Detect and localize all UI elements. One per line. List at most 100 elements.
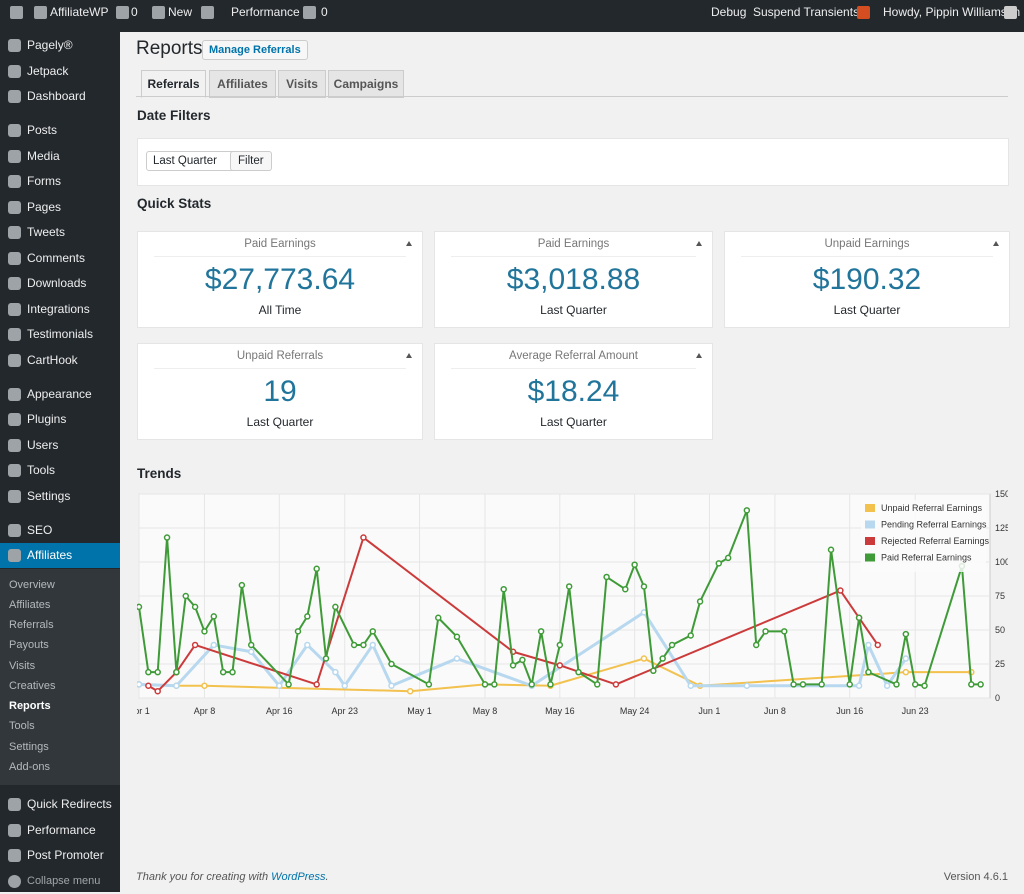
menu-item[interactable]: Dashboard (0, 84, 120, 109)
menu-icon (8, 200, 21, 214)
y-tick-label: 0 (995, 693, 1000, 703)
menu-item[interactable]: SEO (0, 518, 120, 543)
menu-item[interactable]: Performance (0, 818, 120, 843)
collapse-arrow[interactable] (696, 241, 702, 246)
menu-label: SEO (27, 522, 53, 537)
footer-link[interactable]: WordPress (271, 871, 326, 883)
menu-icon (8, 90, 21, 103)
menu-item[interactable]: Users (0, 433, 120, 458)
data-point (229, 668, 236, 676)
menu-item[interactable]: Tweets (0, 220, 120, 245)
menu-item[interactable]: CartHook (0, 348, 120, 373)
tab[interactable]: Campaigns (328, 70, 404, 98)
menu-item[interactable]: Quick Redirects (0, 792, 120, 817)
data-point (191, 603, 199, 611)
menu-item[interactable]: Media (0, 144, 120, 169)
submenu-item[interactable]: Creatives (9, 679, 56, 692)
y-tick-label: 50 (995, 625, 1005, 635)
admin-bar: AffiliateWP 0 New Performance 0 Debug Suspend … (0, 0, 1024, 32)
collapse-arrow[interactable] (406, 353, 412, 358)
menu-item[interactable]: Pages (0, 195, 120, 220)
menu-item[interactable]: Posts (0, 118, 120, 143)
data-point (640, 583, 648, 590)
data-point (369, 641, 377, 649)
submenu-item[interactable]: Add-ons (9, 760, 50, 773)
admin-bar-item[interactable]: Performance (231, 5, 300, 19)
menu-item[interactable]: Pagely® (0, 33, 120, 58)
collapse-arrow[interactable] (993, 241, 999, 246)
data-point (388, 660, 395, 668)
data-point (137, 603, 143, 611)
menu-item[interactable]: Collapse menu (0, 869, 120, 894)
divider (451, 368, 696, 369)
submenu-item[interactable]: Visits (9, 659, 36, 672)
admin-bar-item[interactable]: 0 (131, 5, 138, 19)
menu-item[interactable]: Jetpack (0, 59, 120, 84)
data-point (201, 682, 208, 690)
menu-item[interactable]: Affiliates (0, 543, 120, 568)
data-point (612, 681, 620, 688)
collapse-arrow[interactable] (406, 241, 412, 246)
data-point (304, 613, 311, 620)
admin-bar-item[interactable]: Debug (711, 5, 747, 19)
stat-value: $190.32 (812, 263, 922, 296)
menu-label: Users (27, 437, 59, 452)
x-tick-label: Jun 8 (764, 706, 786, 716)
admin-bar-item[interactable]: Howdy, Pippin Williamson (883, 5, 1021, 19)
data-point (453, 655, 461, 662)
filter-button[interactable]: Filter (230, 151, 272, 171)
admin-bar-icon (10, 6, 23, 19)
data-point (481, 681, 489, 688)
data-point (247, 648, 255, 656)
data-point (453, 633, 461, 641)
submenu-item[interactable]: Affiliates (9, 598, 51, 611)
y-tick-label: 100 (995, 557, 1008, 567)
tab[interactable]: Affiliates (209, 70, 276, 98)
legend-swatch (865, 537, 875, 545)
data-point (313, 565, 320, 573)
data-point (406, 687, 414, 695)
menu-icon (8, 124, 21, 137)
menu-item[interactable]: Post Promoter (0, 843, 120, 868)
submenu-item[interactable]: Overview (9, 578, 55, 591)
admin-bar-icon (116, 6, 129, 19)
manage-referrals-button[interactable]: Manage Referrals (202, 40, 308, 60)
menu-item[interactable]: Settings (0, 484, 120, 509)
submenu-item[interactable]: Settings (9, 740, 49, 753)
menu-label: Pages (27, 199, 62, 214)
tab[interactable]: Visits (278, 70, 326, 98)
date-select[interactable]: Last Quarter (146, 151, 242, 171)
submenu-item[interactable]: Referrals (9, 619, 54, 631)
menu-item[interactable]: Tools (0, 458, 120, 483)
data-point (631, 561, 638, 568)
data-point (332, 603, 339, 611)
admin-bar-item[interactable]: 0 (321, 5, 328, 19)
submenu-item[interactable]: Reports (9, 700, 51, 712)
menu-item[interactable]: Testimonials (0, 322, 120, 347)
menu-icon (8, 251, 21, 265)
stat-label: Last Quarter (833, 303, 901, 317)
data-point (182, 592, 190, 600)
menu-icon (8, 549, 21, 562)
divider (154, 256, 406, 257)
menu-item[interactable]: Plugins (0, 407, 120, 432)
menu-item[interactable]: Downloads (0, 271, 120, 296)
submenu-item[interactable]: Payouts (9, 639, 49, 652)
data-point (154, 668, 161, 676)
menu-item[interactable]: Integrations (0, 297, 120, 322)
menu-item[interactable]: Comments (0, 246, 120, 271)
menu-item[interactable]: Forms (0, 169, 120, 194)
data-point (565, 583, 573, 590)
tab[interactable]: Referrals (141, 70, 206, 98)
menu-icon (8, 149, 21, 163)
collapse-arrow[interactable] (696, 353, 702, 358)
stat-value: $3,018.88 (506, 263, 641, 296)
submenu-item[interactable]: Tools (9, 720, 35, 733)
admin-bar-item[interactable]: New (168, 5, 193, 19)
admin-bar-item[interactable]: Suspend Transients (753, 5, 860, 19)
menu-item[interactable]: Appearance (0, 382, 120, 407)
x-tick-label: Apr 8 (194, 706, 216, 716)
legend-swatch (865, 520, 875, 529)
admin-bar-item[interactable]: AffiliateWP (50, 5, 109, 19)
